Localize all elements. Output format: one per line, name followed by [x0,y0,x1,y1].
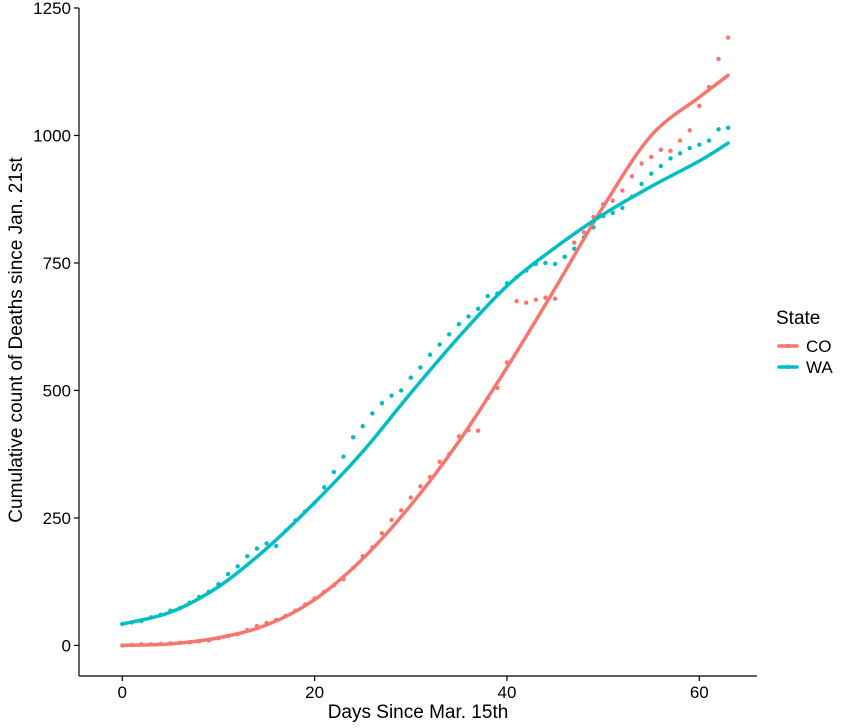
co-data-point [668,148,673,153]
wa-data-point [350,435,356,440]
y-tick-label: 0 [62,636,71,655]
y-tick-label: 1250 [33,0,71,18]
y-tick-label: 750 [43,254,71,273]
co-data-point [716,56,721,62]
plot-area [120,35,731,648]
wa-data-point [677,151,683,156]
x-tick-label: 40 [497,683,516,702]
co-data-point [533,297,539,302]
co-data-point [398,508,404,513]
co-data-point [552,296,558,301]
wa-data-point [447,332,452,337]
co-data-point [437,459,442,465]
co-data-point [687,128,692,133]
wa-data-point [485,293,490,299]
legend-title: State [776,308,820,329]
wa-data-point [725,125,731,131]
co-data-point [514,299,519,304]
legend-label-wa: WA [806,358,833,377]
wa-data-point [273,543,279,549]
wa-data-point [687,146,692,151]
legend-label-co: CO [806,337,832,356]
legend: State CO WA [776,308,833,377]
wa-data-point [697,142,702,147]
wa-data-point [706,138,712,143]
co-data-point [408,495,413,500]
wa-data-point [658,163,664,169]
wa-data-point [245,553,250,559]
wa-data-point [322,485,327,490]
wa-data-point [225,571,231,577]
wa-trend-line [120,141,730,626]
wa-data-point [610,210,615,216]
wa-data-point [379,400,385,406]
co-data-point [658,147,664,152]
x-tick-label: 60 [690,683,709,702]
wa-data-point [427,352,433,357]
co-data-point [677,138,683,143]
wa-data-point [264,541,269,546]
wa-data-point [254,546,260,551]
x-tick-label: 0 [118,683,127,702]
wa-data-point [235,564,240,569]
wa-data-point [716,127,721,132]
wa-data-point [418,365,423,370]
wa-data-point [475,306,481,312]
wa-data-point [668,156,673,161]
wa-data-point [389,393,394,398]
co-trend-line [120,73,730,648]
wa-data-point [639,181,644,187]
legend-key-wa-dot [785,364,791,370]
co-data-point [475,428,481,433]
wa-data-point [341,454,346,459]
y-tick-label: 250 [43,509,71,528]
y-axis-title: Cumulative count of Deaths since Jan. 21… [6,157,27,523]
wa-data-point [331,469,337,475]
wa-data-point [360,423,365,429]
y-tick-label: 1000 [33,126,71,145]
co-data-point [620,188,625,193]
co-data-point [725,35,731,40]
co-data-point [581,230,587,235]
co-data-point [389,517,394,523]
wa-data-point [466,314,471,319]
wa-data-point [437,342,442,347]
x-axis-ticks: 0 20 40 60 [118,676,709,702]
co-series-points [120,35,731,648]
legend-key-co-dot [785,343,791,349]
wa-data-point [543,260,548,266]
x-tick-label: 20 [305,683,324,702]
co-data-point [610,198,615,203]
wa-data-point [562,254,567,260]
co-data-point [572,240,577,245]
co-data-point [697,103,702,109]
wa-data-point [408,375,413,380]
co-data-point [543,295,548,300]
y-axis-ticks: 0 250 500 750 1000 1250 [33,0,79,655]
co-data-point [649,154,654,160]
co-data-point [639,161,644,166]
wa-data-point [456,321,462,327]
wa-data-point [620,205,625,211]
co-data-point [379,531,385,536]
x-axis-title: Days Since Mar. 15th [328,702,509,723]
y-tick-label: 500 [43,381,71,400]
wa-data-point [370,411,375,416]
co-data-point [523,300,529,305]
wa-data-point [552,261,558,267]
co-data-point [629,174,635,179]
wa-data-point [398,388,404,393]
co-data-point [418,484,423,489]
wa-data-point [649,171,654,176]
wa-data-point [572,246,577,251]
